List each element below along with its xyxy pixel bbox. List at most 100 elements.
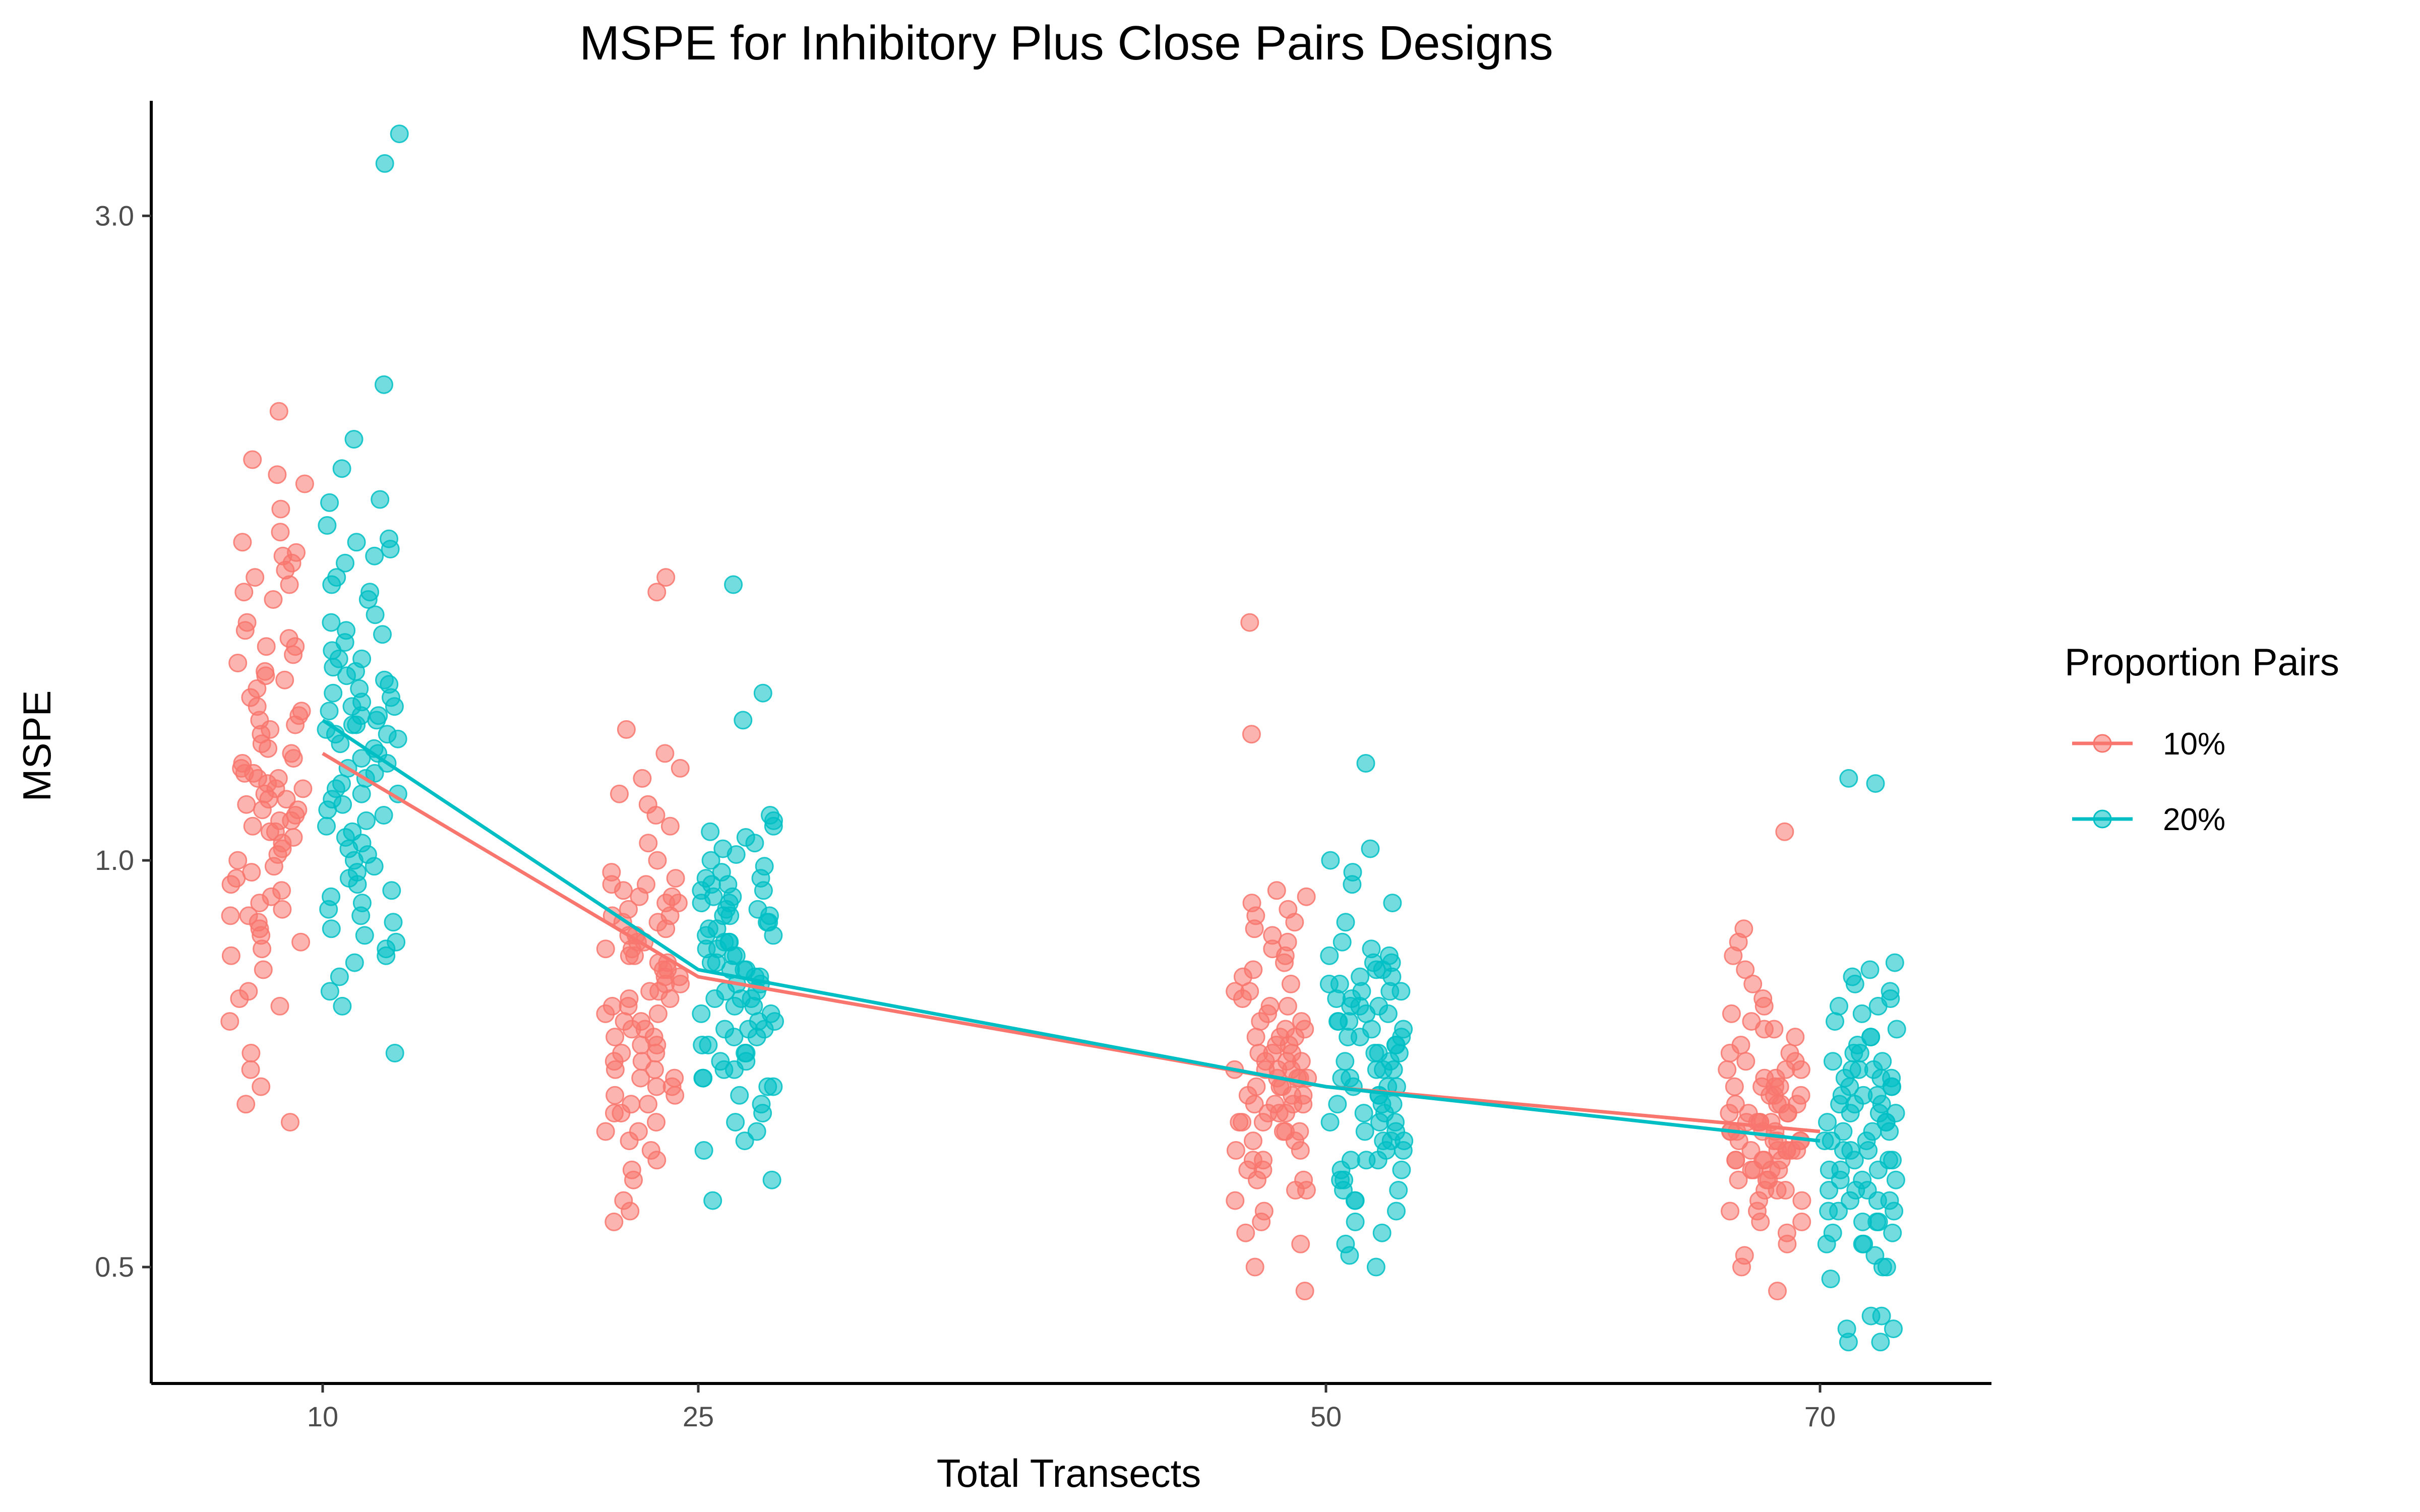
- data-point: [345, 953, 364, 972]
- data-point: [234, 583, 254, 602]
- data-point: [1884, 1319, 1903, 1339]
- data-point: [1732, 1257, 1751, 1277]
- data-point: [692, 881, 711, 900]
- data-point: [1792, 1191, 1811, 1210]
- data-point: [1367, 1060, 1386, 1079]
- data-point: [1867, 1212, 1887, 1231]
- data-point: [1736, 960, 1755, 979]
- data-point: [1726, 1151, 1745, 1170]
- data-point: [346, 662, 365, 681]
- data-point: [639, 834, 658, 853]
- data-point: [723, 887, 742, 906]
- data-point: [271, 499, 290, 519]
- data-point: [701, 822, 720, 841]
- data-point: [1339, 1028, 1358, 1047]
- data-point: [760, 906, 779, 925]
- data-point: [293, 779, 313, 798]
- data-point: [1885, 953, 1904, 972]
- data-point: [352, 784, 371, 803]
- data-point: [620, 1131, 639, 1151]
- data-point: [271, 523, 290, 542]
- data-point: [1792, 1212, 1811, 1231]
- data-point: [330, 967, 349, 986]
- series-line: [322, 718, 1821, 1143]
- data-point: [655, 744, 675, 763]
- data-point: [726, 1113, 745, 1132]
- data-point: [241, 1044, 261, 1062]
- data-point: [603, 996, 622, 1016]
- data-point: [331, 734, 350, 753]
- legend-key-point: [2093, 809, 2112, 829]
- data-point: [1849, 1060, 1868, 1079]
- data-point: [1286, 1028, 1304, 1047]
- y-tick-label: 0.5: [95, 1251, 134, 1283]
- data-point: [671, 759, 690, 778]
- data-point: [284, 749, 303, 768]
- data-point: [624, 1170, 643, 1189]
- data-point: [319, 900, 338, 919]
- data-point: [281, 1113, 299, 1132]
- data-point: [1251, 1012, 1270, 1031]
- data-point: [322, 575, 341, 594]
- data-point: [259, 790, 278, 809]
- data-point: [1725, 1077, 1744, 1096]
- data-point: [253, 939, 272, 959]
- legend-title: Proportion Pairs: [2065, 641, 2339, 684]
- data-point: [693, 1036, 712, 1054]
- data-point: [727, 845, 746, 864]
- data-point: [1242, 725, 1261, 744]
- data-point: [1871, 1333, 1890, 1352]
- data-point: [259, 739, 278, 758]
- data-point: [1320, 1113, 1340, 1132]
- data-point: [670, 967, 689, 986]
- data-point: [230, 989, 249, 1008]
- data-point: [705, 989, 724, 1008]
- data-point: [1336, 1052, 1355, 1071]
- data-point: [1370, 1113, 1389, 1132]
- data-point: [378, 725, 397, 744]
- data-point: [381, 540, 400, 558]
- data-point: [632, 1036, 651, 1054]
- data-point: [241, 1060, 260, 1079]
- data-point: [266, 822, 285, 841]
- data-point: [1867, 1086, 1887, 1105]
- data-point: [1336, 913, 1355, 932]
- chart-title: MSPE for Inhibitory Plus Close Pairs Des…: [579, 16, 1553, 70]
- data-point: [745, 834, 764, 853]
- data-point: [631, 1068, 650, 1088]
- data-point: [701, 851, 720, 870]
- data-point: [1835, 1068, 1854, 1088]
- data-point: [1834, 1141, 1853, 1160]
- x-tick-label: 25: [683, 1401, 714, 1432]
- data-point: [1373, 960, 1392, 979]
- data-point: [1873, 1257, 1892, 1277]
- data-point: [1297, 887, 1316, 906]
- data-point: [606, 1028, 625, 1047]
- data-point: [1278, 996, 1297, 1016]
- x-axis-ticks: 10 25 50 70: [307, 1383, 1836, 1432]
- data-point: [220, 1012, 239, 1031]
- data-point: [692, 1004, 711, 1023]
- data-point: [295, 474, 314, 493]
- data-point: [1245, 1257, 1264, 1277]
- y-tick-label: 3.0: [95, 200, 134, 231]
- data-point: [1355, 1122, 1374, 1141]
- data-point: [270, 996, 289, 1016]
- data-point: [384, 913, 403, 932]
- legend: Proportion Pairs 10% 20%: [2065, 641, 2339, 837]
- data-point: [1357, 1004, 1376, 1023]
- data-point: [365, 546, 384, 565]
- data-point: [1366, 1257, 1385, 1277]
- data-point: [1786, 1028, 1805, 1047]
- data-point: [648, 913, 668, 932]
- data-point: [1372, 1223, 1392, 1242]
- x-tick-label: 10: [307, 1401, 338, 1432]
- data-point: [1860, 960, 1880, 979]
- data-point: [1346, 1191, 1365, 1210]
- data-point: [385, 1044, 404, 1062]
- data-point: [1341, 996, 1360, 1016]
- data-point: [1877, 1113, 1896, 1132]
- data-point: [347, 533, 366, 552]
